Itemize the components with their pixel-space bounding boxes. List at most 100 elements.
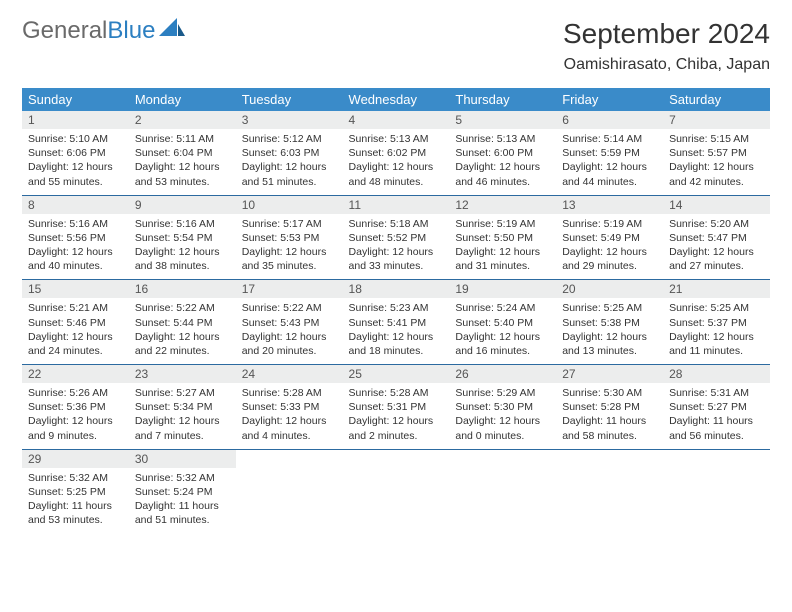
sunrise: Sunrise: 5:13 AM: [349, 132, 444, 146]
sunset: Sunset: 5:59 PM: [562, 146, 657, 160]
sunrise: Sunrise: 5:22 AM: [135, 301, 230, 315]
calendar-cell: 8Sunrise: 5:16 AMSunset: 5:56 PMDaylight…: [22, 195, 129, 280]
day-body: Sunrise: 5:21 AMSunset: 5:46 PMDaylight:…: [22, 298, 129, 364]
sunrise: Sunrise: 5:31 AM: [669, 386, 764, 400]
calendar-cell: 21Sunrise: 5:25 AMSunset: 5:37 PMDayligh…: [663, 280, 770, 365]
sunrise: Sunrise: 5:25 AM: [562, 301, 657, 315]
sunset: Sunset: 5:52 PM: [349, 231, 444, 245]
calendar-cell: 30Sunrise: 5:32 AMSunset: 5:24 PMDayligh…: [129, 449, 236, 533]
page-title: September 2024: [563, 18, 770, 50]
calendar-cell: ..: [343, 449, 450, 533]
day-number: 22: [22, 365, 129, 383]
calendar-cell: 25Sunrise: 5:28 AMSunset: 5:31 PMDayligh…: [343, 365, 450, 450]
day-body: Sunrise: 5:14 AMSunset: 5:59 PMDaylight:…: [556, 129, 663, 195]
daylight: Daylight: 12 hours and 24 minutes.: [28, 330, 123, 358]
sunset: Sunset: 5:53 PM: [242, 231, 337, 245]
day-number: 20: [556, 280, 663, 298]
day-number: 7: [663, 111, 770, 129]
sunset: Sunset: 6:00 PM: [455, 146, 550, 160]
sunrise: Sunrise: 5:19 AM: [455, 217, 550, 231]
sunset: Sunset: 5:34 PM: [135, 400, 230, 414]
daylight: Daylight: 12 hours and 38 minutes.: [135, 245, 230, 273]
sunrise: Sunrise: 5:30 AM: [562, 386, 657, 400]
day-number: 14: [663, 196, 770, 214]
day-body: Sunrise: 5:26 AMSunset: 5:36 PMDaylight:…: [22, 383, 129, 449]
daylight: Daylight: 12 hours and 27 minutes.: [669, 245, 764, 273]
logo-sail-icon: [159, 18, 185, 43]
calendar-cell: 28Sunrise: 5:31 AMSunset: 5:27 PMDayligh…: [663, 365, 770, 450]
sunrise: Sunrise: 5:24 AM: [455, 301, 550, 315]
day-body: Sunrise: 5:20 AMSunset: 5:47 PMDaylight:…: [663, 214, 770, 280]
sunset: Sunset: 5:46 PM: [28, 316, 123, 330]
daylight: Daylight: 12 hours and 4 minutes.: [242, 414, 337, 442]
calendar-cell: 12Sunrise: 5:19 AMSunset: 5:50 PMDayligh…: [449, 195, 556, 280]
day-body: Sunrise: 5:31 AMSunset: 5:27 PMDaylight:…: [663, 383, 770, 449]
daylight: Daylight: 12 hours and 18 minutes.: [349, 330, 444, 358]
day-number: 4: [343, 111, 450, 129]
sunset: Sunset: 5:38 PM: [562, 316, 657, 330]
daylight: Daylight: 12 hours and 53 minutes.: [135, 160, 230, 188]
sunrise: Sunrise: 5:25 AM: [669, 301, 764, 315]
day-number: 25: [343, 365, 450, 383]
calendar-cell: 15Sunrise: 5:21 AMSunset: 5:46 PMDayligh…: [22, 280, 129, 365]
calendar-body: 1Sunrise: 5:10 AMSunset: 6:06 PMDaylight…: [22, 111, 770, 533]
calendar-cell: 24Sunrise: 5:28 AMSunset: 5:33 PMDayligh…: [236, 365, 343, 450]
day-body: Sunrise: 5:12 AMSunset: 6:03 PMDaylight:…: [236, 129, 343, 195]
calendar-cell: 29Sunrise: 5:32 AMSunset: 5:25 PMDayligh…: [22, 449, 129, 533]
daylight: Daylight: 11 hours and 51 minutes.: [135, 499, 230, 527]
sunset: Sunset: 5:50 PM: [455, 231, 550, 245]
day-number: 29: [22, 450, 129, 468]
day-number: 21: [663, 280, 770, 298]
sunset: Sunset: 5:24 PM: [135, 485, 230, 499]
daylight: Daylight: 12 hours and 35 minutes.: [242, 245, 337, 273]
sunset: Sunset: 6:04 PM: [135, 146, 230, 160]
weekday-header: Friday: [556, 88, 663, 111]
calendar-cell: 13Sunrise: 5:19 AMSunset: 5:49 PMDayligh…: [556, 195, 663, 280]
day-body: Sunrise: 5:25 AMSunset: 5:38 PMDaylight:…: [556, 298, 663, 364]
sunrise: Sunrise: 5:19 AM: [562, 217, 657, 231]
sunset: Sunset: 5:43 PM: [242, 316, 337, 330]
calendar-cell: ..: [449, 449, 556, 533]
calendar-cell: 1Sunrise: 5:10 AMSunset: 6:06 PMDaylight…: [22, 111, 129, 195]
day-number: 28: [663, 365, 770, 383]
day-body: Sunrise: 5:24 AMSunset: 5:40 PMDaylight:…: [449, 298, 556, 364]
sunrise: Sunrise: 5:21 AM: [28, 301, 123, 315]
sunrise: Sunrise: 5:17 AM: [242, 217, 337, 231]
daylight: Daylight: 12 hours and 22 minutes.: [135, 330, 230, 358]
sunrise: Sunrise: 5:20 AM: [669, 217, 764, 231]
day-number: 11: [343, 196, 450, 214]
sunrise: Sunrise: 5:26 AM: [28, 386, 123, 400]
sunrise: Sunrise: 5:29 AM: [455, 386, 550, 400]
sunrise: Sunrise: 5:11 AM: [135, 132, 230, 146]
logo: GeneralBlue: [22, 18, 185, 43]
day-number: 6: [556, 111, 663, 129]
sunset: Sunset: 5:44 PM: [135, 316, 230, 330]
sunset: Sunset: 5:57 PM: [669, 146, 764, 160]
daylight: Daylight: 12 hours and 11 minutes.: [669, 330, 764, 358]
weekday-header: Tuesday: [236, 88, 343, 111]
daylight: Daylight: 12 hours and 13 minutes.: [562, 330, 657, 358]
day-number: 8: [22, 196, 129, 214]
day-body: Sunrise: 5:30 AMSunset: 5:28 PMDaylight:…: [556, 383, 663, 449]
calendar: SundayMondayTuesdayWednesdayThursdayFrid…: [22, 88, 770, 533]
daylight: Daylight: 12 hours and 20 minutes.: [242, 330, 337, 358]
sunset: Sunset: 5:33 PM: [242, 400, 337, 414]
sunset: Sunset: 5:28 PM: [562, 400, 657, 414]
day-number: 23: [129, 365, 236, 383]
weekday-header: Monday: [129, 88, 236, 111]
day-number: 27: [556, 365, 663, 383]
sunset: Sunset: 5:41 PM: [349, 316, 444, 330]
sunset: Sunset: 5:47 PM: [669, 231, 764, 245]
daylight: Daylight: 12 hours and 33 minutes.: [349, 245, 444, 273]
sunrise: Sunrise: 5:27 AM: [135, 386, 230, 400]
day-number: 30: [129, 450, 236, 468]
day-body: Sunrise: 5:13 AMSunset: 6:00 PMDaylight:…: [449, 129, 556, 195]
calendar-cell: ..: [663, 449, 770, 533]
sunrise: Sunrise: 5:18 AM: [349, 217, 444, 231]
sunset: Sunset: 5:27 PM: [669, 400, 764, 414]
day-body: Sunrise: 5:27 AMSunset: 5:34 PMDaylight:…: [129, 383, 236, 449]
day-number: 2: [129, 111, 236, 129]
weekday-header: Saturday: [663, 88, 770, 111]
day-number: 5: [449, 111, 556, 129]
sunrise: Sunrise: 5:28 AM: [349, 386, 444, 400]
